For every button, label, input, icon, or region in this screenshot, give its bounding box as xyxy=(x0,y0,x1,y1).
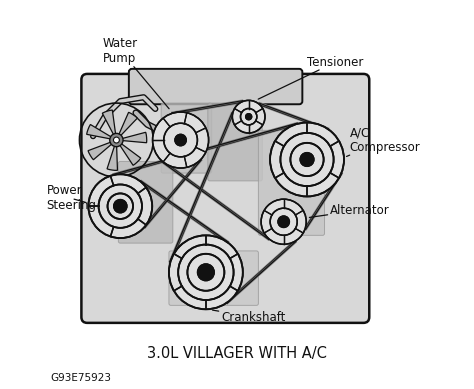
Circle shape xyxy=(153,112,208,168)
Text: Alternator: Alternator xyxy=(310,203,390,217)
Circle shape xyxy=(246,114,252,120)
Text: A/C
Compressor: A/C Compressor xyxy=(346,126,420,156)
Circle shape xyxy=(261,200,306,244)
FancyBboxPatch shape xyxy=(82,74,369,323)
Circle shape xyxy=(278,216,289,227)
Circle shape xyxy=(301,153,314,166)
Circle shape xyxy=(114,200,127,212)
FancyBboxPatch shape xyxy=(169,251,258,305)
FancyBboxPatch shape xyxy=(118,161,173,243)
Wedge shape xyxy=(107,140,118,170)
FancyBboxPatch shape xyxy=(208,103,262,181)
Wedge shape xyxy=(87,124,117,140)
Circle shape xyxy=(169,236,243,309)
Circle shape xyxy=(175,135,186,145)
Wedge shape xyxy=(117,140,141,165)
Text: 3.0L VILLAGER WITH A/C: 3.0L VILLAGER WITH A/C xyxy=(147,347,327,361)
Circle shape xyxy=(271,123,344,196)
Circle shape xyxy=(198,264,214,280)
Circle shape xyxy=(114,200,127,212)
Circle shape xyxy=(110,133,123,147)
FancyBboxPatch shape xyxy=(258,130,325,235)
Text: G93E75923: G93E75923 xyxy=(50,373,111,383)
FancyBboxPatch shape xyxy=(129,69,302,104)
Text: Water
Pump: Water Pump xyxy=(103,37,169,109)
Circle shape xyxy=(301,153,314,166)
Circle shape xyxy=(175,135,186,145)
Wedge shape xyxy=(102,110,117,140)
Circle shape xyxy=(278,216,289,227)
Circle shape xyxy=(246,114,252,120)
Text: Power
Steering: Power Steering xyxy=(46,184,96,212)
Wedge shape xyxy=(117,132,147,143)
FancyBboxPatch shape xyxy=(161,103,212,173)
Text: Tensioner: Tensioner xyxy=(258,56,364,99)
Circle shape xyxy=(113,137,119,143)
Text: Crankshaft: Crankshaft xyxy=(212,310,286,324)
Circle shape xyxy=(198,264,214,280)
Circle shape xyxy=(89,175,152,238)
Wedge shape xyxy=(117,112,137,140)
Wedge shape xyxy=(88,140,117,160)
Circle shape xyxy=(232,100,265,133)
